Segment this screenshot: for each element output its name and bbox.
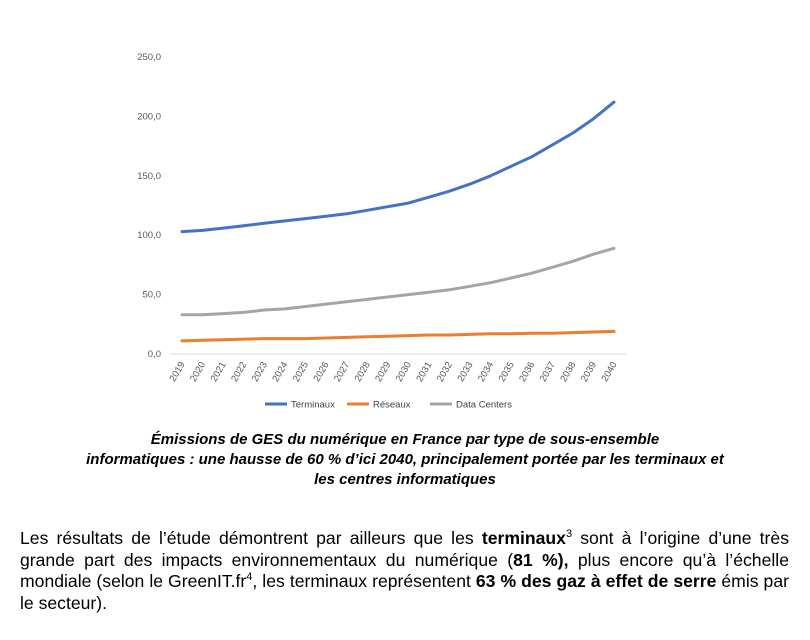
- y-tick-label: 250,0: [137, 52, 161, 63]
- series-line-data-centers: [180, 246, 616, 317]
- y-tick-label: 200,0: [137, 111, 161, 122]
- x-tick-label: 2037: [538, 360, 558, 384]
- legend: Terminaux Réseaux Data Centers: [265, 400, 512, 411]
- series-line-reseaux: [180, 329, 616, 343]
- x-tick-label: 2027: [332, 360, 352, 384]
- x-tick-label: 2022: [229, 360, 249, 384]
- text-segment: sont à l’origine d’une très grande part …: [20, 528, 789, 570]
- caption-line-2: informatiques : une hausse de 60 % d’ici…: [86, 451, 724, 468]
- x-axis: 2019 2020 2021 2022 2023 2024 2025 2026 2027 2028…: [168, 360, 620, 384]
- text-segment: plus encore qu’à l’échelle mondiale (sel…: [20, 549, 789, 592]
- y-tick-label: 50,0: [143, 290, 162, 301]
- x-tick-label: 2032: [435, 360, 455, 384]
- x-tick-label: 2036: [517, 360, 537, 384]
- bold-81-percent: 81 %),: [513, 549, 569, 570]
- bold-terminaux: terminaux: [481, 528, 566, 548]
- y-axis: 0,0 50,0 100,0 150,0 200,0 250,0: [137, 52, 161, 360]
- footnote-ref-3: 3: [565, 528, 573, 541]
- legend-label: Data Centers: [456, 400, 512, 411]
- caption-line-1: Émissions de GES du numérique en France …: [150, 431, 660, 448]
- x-tick-label: 2029: [373, 360, 393, 384]
- x-tick-label: 2023: [250, 360, 270, 384]
- plot-area: [180, 100, 616, 343]
- x-tick-label: 2030: [394, 360, 414, 384]
- figure-caption: Émissions de GES du numérique en France …: [20, 430, 790, 490]
- legend-label: Réseaux: [373, 400, 411, 411]
- x-tick-label: 2038: [558, 360, 578, 384]
- x-tick-label: 2039: [579, 360, 599, 384]
- x-tick-label: 2031: [414, 360, 434, 384]
- x-tick-label: 2020: [188, 360, 208, 384]
- x-tick-label: 2024: [270, 360, 290, 384]
- series-line-terminaux: [180, 100, 616, 234]
- body-paragraph: Les résultats de l’étude démontrent par …: [20, 528, 789, 614]
- x-tick-label: 2033: [456, 360, 476, 384]
- footnote-ref-4: 4: [246, 571, 253, 584]
- caption-line-3: les centres informatiques: [314, 471, 496, 488]
- legend-label: Terminaux: [291, 400, 335, 411]
- x-tick-label: 2035: [497, 360, 517, 384]
- y-tick-label: 0,0: [148, 349, 161, 360]
- x-tick-label: 2019: [168, 360, 188, 384]
- x-tick-label: 2034: [476, 360, 496, 384]
- x-tick-label: 2025: [291, 360, 311, 384]
- text-segment: , les terminaux représentent: [252, 571, 476, 591]
- emissions-chart: 0,0 50,0 100,0 150,0 200,0 250,0 2019 2020 2021…: [137, 52, 627, 411]
- text-segment: émis par le secteur).: [20, 571, 789, 613]
- x-tick-label: 2040: [600, 360, 620, 384]
- bold-63-percent: 63 % des gaz à effet de serre: [475, 571, 717, 591]
- x-tick-label: 2026: [312, 360, 332, 384]
- x-tick-label: 2028: [353, 360, 373, 384]
- y-tick-label: 100,0: [137, 230, 161, 241]
- text-segment: Les résultats de l’étude démontrent par …: [20, 528, 482, 548]
- y-tick-label: 150,0: [137, 171, 161, 182]
- x-tick-label: 2021: [209, 360, 229, 384]
